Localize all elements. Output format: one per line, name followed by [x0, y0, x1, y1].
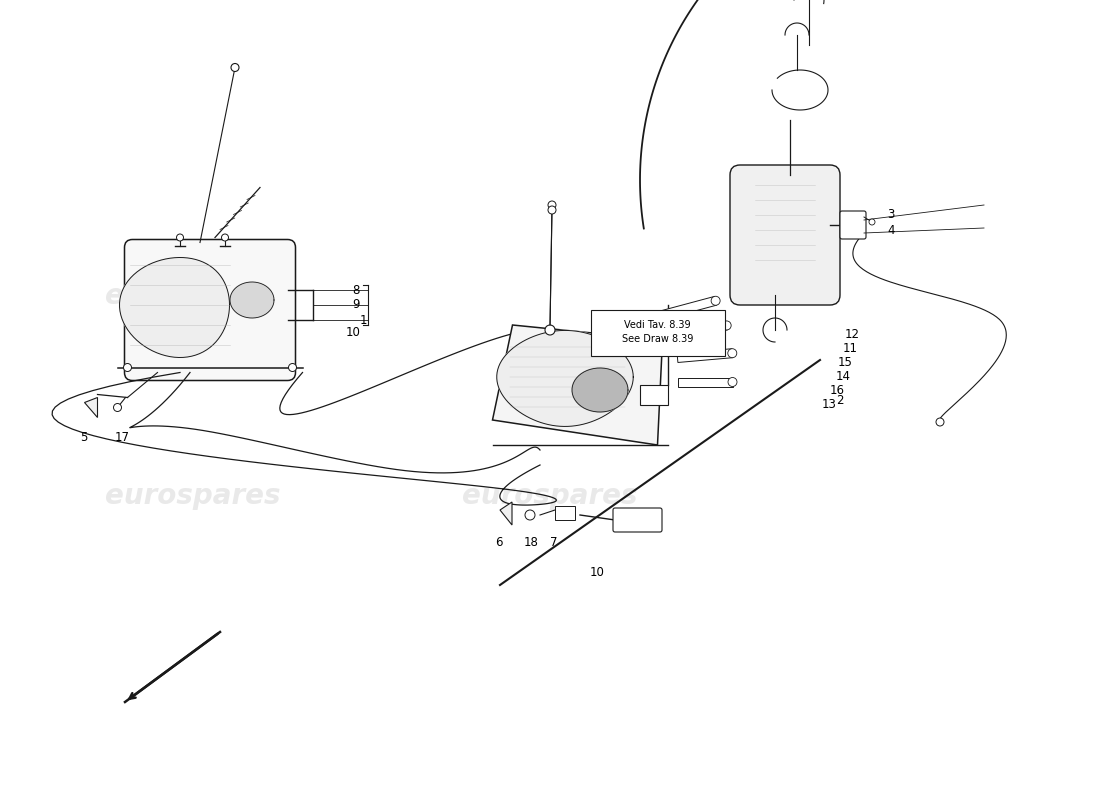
Polygon shape	[678, 349, 733, 362]
Text: eurospares: eurospares	[104, 482, 280, 510]
Text: 2: 2	[836, 394, 844, 406]
FancyBboxPatch shape	[124, 239, 296, 381]
Polygon shape	[661, 297, 717, 319]
Circle shape	[936, 418, 944, 426]
Text: 18: 18	[524, 535, 539, 549]
Text: 17: 17	[114, 431, 130, 444]
Text: 13: 13	[822, 398, 837, 410]
Circle shape	[728, 378, 737, 386]
Text: 10: 10	[590, 566, 605, 578]
Circle shape	[123, 363, 132, 371]
Circle shape	[288, 363, 297, 371]
Circle shape	[221, 234, 229, 241]
Text: 10: 10	[345, 326, 361, 338]
Text: 3: 3	[887, 209, 894, 222]
Text: 7: 7	[550, 535, 558, 549]
Circle shape	[728, 349, 737, 358]
Polygon shape	[493, 325, 662, 445]
Circle shape	[231, 63, 239, 71]
Circle shape	[723, 321, 732, 330]
Polygon shape	[120, 258, 230, 358]
Text: 16: 16	[830, 383, 845, 397]
Circle shape	[525, 510, 535, 520]
Text: 12: 12	[845, 329, 860, 342]
Circle shape	[548, 201, 556, 209]
Circle shape	[176, 234, 184, 241]
Polygon shape	[678, 378, 733, 386]
Polygon shape	[572, 368, 628, 412]
Text: 1: 1	[360, 314, 367, 326]
Text: 8: 8	[352, 283, 360, 297]
Polygon shape	[497, 330, 634, 426]
Circle shape	[544, 325, 556, 335]
Circle shape	[869, 219, 874, 225]
Circle shape	[113, 403, 121, 411]
Text: 11: 11	[843, 342, 858, 354]
Text: 9: 9	[352, 298, 360, 311]
Circle shape	[642, 340, 652, 350]
Polygon shape	[230, 282, 274, 318]
FancyBboxPatch shape	[613, 508, 662, 532]
Circle shape	[711, 296, 720, 306]
Bar	[640, 385, 668, 405]
FancyBboxPatch shape	[591, 310, 725, 356]
Text: 15: 15	[838, 355, 853, 369]
Polygon shape	[672, 321, 727, 339]
Circle shape	[548, 206, 556, 214]
Text: 6: 6	[495, 535, 503, 549]
Bar	[556, 506, 575, 520]
Text: 5: 5	[80, 431, 88, 444]
Text: 4: 4	[887, 223, 894, 237]
Text: 14: 14	[836, 370, 851, 382]
Polygon shape	[500, 502, 512, 525]
Polygon shape	[85, 398, 98, 418]
FancyBboxPatch shape	[730, 165, 840, 305]
Text: eurospares: eurospares	[462, 482, 638, 510]
FancyBboxPatch shape	[840, 211, 866, 239]
Text: Vedi Tav. 8.39
See Draw 8.39: Vedi Tav. 8.39 See Draw 8.39	[623, 320, 693, 344]
Text: eurospares: eurospares	[104, 282, 280, 310]
